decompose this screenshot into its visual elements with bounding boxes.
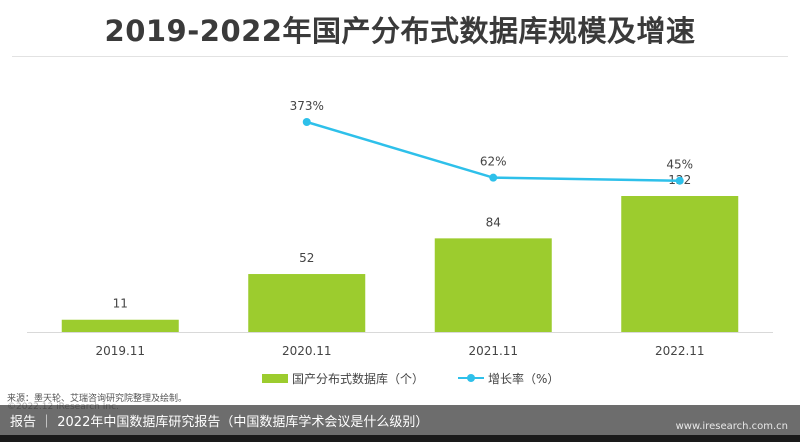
site-watermark: www.iresearch.com.cn	[675, 421, 788, 432]
legend-item-bar: 国产分布式数据库（个）	[262, 370, 424, 387]
bar-value-label: 11	[113, 297, 128, 311]
legend-bar-label: 国产分布式数据库（个）	[292, 371, 425, 386]
x-tick-label: 2019.11	[95, 344, 145, 358]
legend-line-swatch	[458, 373, 485, 383]
x-tick-label: 2022.11	[655, 344, 705, 358]
bar-value-label: 84	[486, 215, 501, 229]
x-tick-label: 2021.11	[468, 344, 518, 358]
chart-title: 2019-2022年国产分布式数据库规模及增速	[104, 14, 696, 48]
bottom-strip	[0, 435, 800, 442]
legend: 国产分布式数据库（个） 增长率（%）	[262, 368, 593, 388]
bar-2020.11	[248, 274, 366, 332]
legend-line-label: 增长率（%）	[488, 371, 560, 386]
growth-value-label: 373%	[290, 99, 324, 113]
x-tick-label: 2020.11	[282, 344, 332, 358]
growth-point-2022.11	[675, 176, 684, 185]
legend-bar-swatch	[262, 373, 288, 383]
source-note: 来源：墨天轮、艾瑞咨询研究院整理及绘制。	[7, 394, 188, 404]
growth-value-label: 62%	[480, 155, 507, 169]
bar-2021.11	[434, 238, 552, 332]
growth-value-label: 45%	[666, 158, 693, 172]
footer-caption[interactable]: 报告 ｜ 2022年中国数据库研究报告（中国数据库学术会议是什么级别）	[10, 415, 429, 430]
growth-rate-line	[306, 120, 680, 182]
bar-2019.11	[61, 319, 179, 332]
footer-band	[0, 405, 800, 435]
growth-point-2021.11	[489, 173, 498, 182]
bar-2022.11	[621, 196, 739, 332]
title-divider	[12, 56, 788, 57]
legend-item-line: 增长率（%）	[458, 370, 559, 387]
bar-value-label: 52	[299, 251, 314, 265]
growth-point-2020.11	[302, 118, 311, 126]
